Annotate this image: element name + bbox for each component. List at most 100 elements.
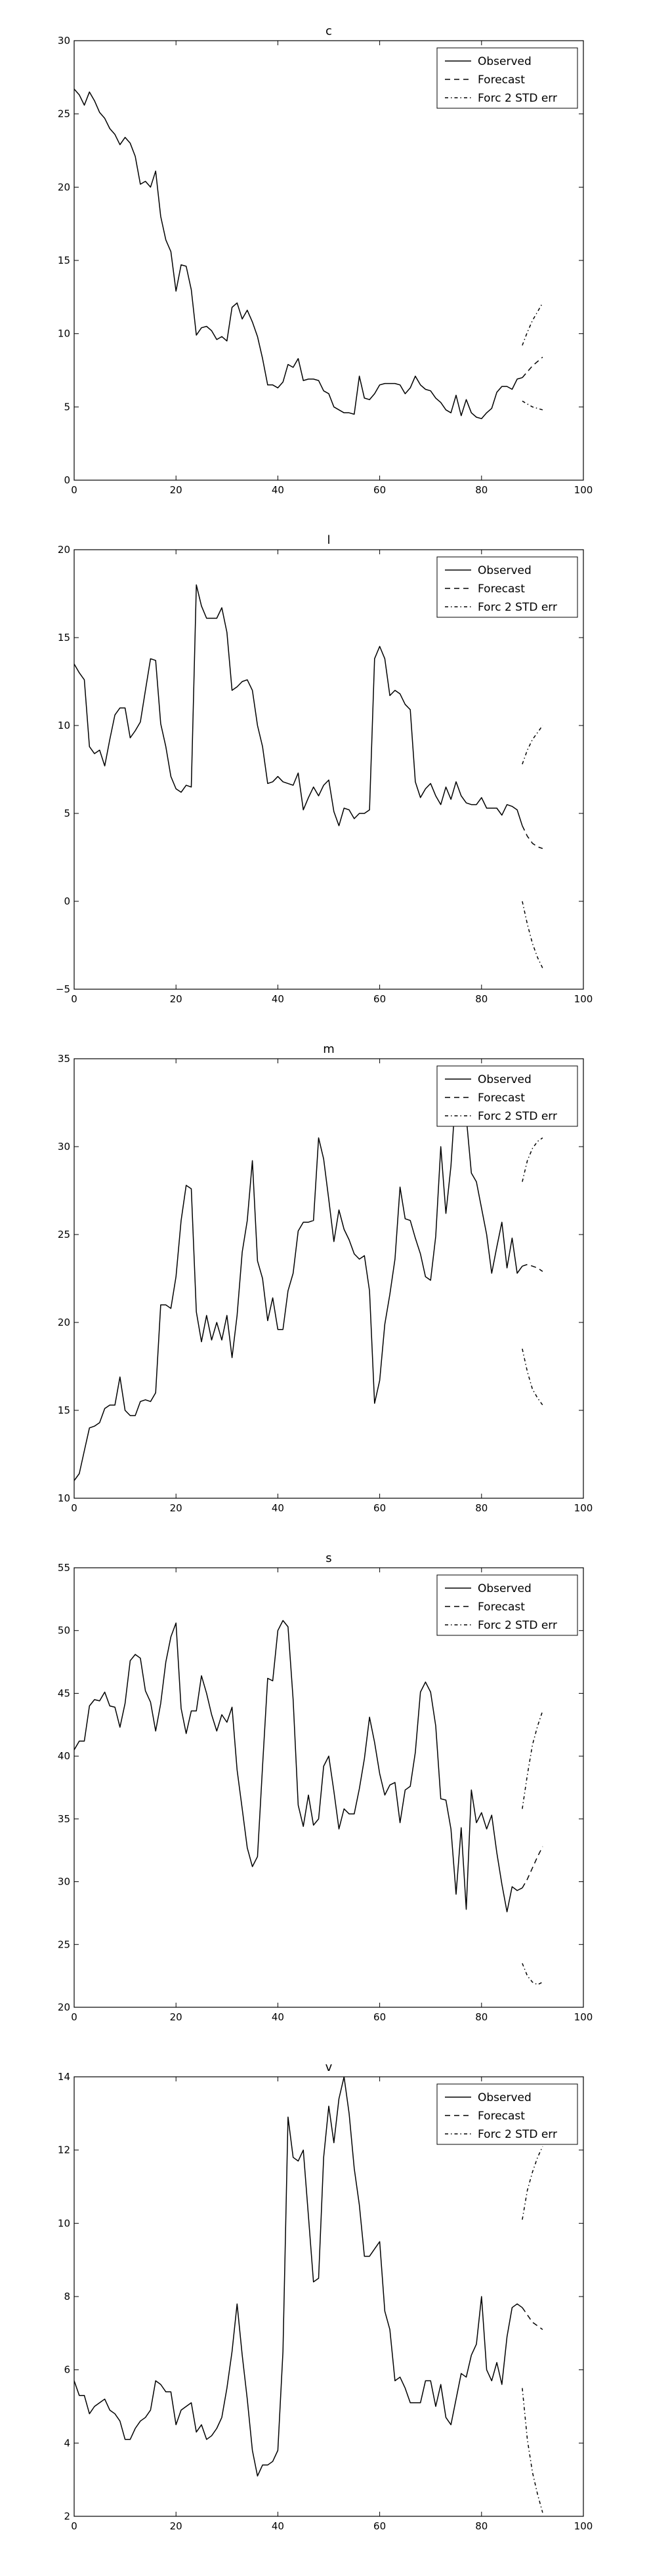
legend-label: Forecast [478,583,525,596]
x-tick-label: 20 [170,993,182,1005]
legend-label: Observed [478,2091,532,2104]
subplot-3: s0 20 40 60 80 1002025303540455055ObservedFor… [58,1551,593,2023]
y-tick-label: 12 [58,2144,70,2156]
chart-title: v [325,2060,333,2074]
x-tick-label: 20 [170,2011,182,2023]
x-tick-label: 20 [170,484,182,496]
x-tick-label: 40 [272,2011,284,2023]
series-line-forc-2-std-err [522,725,543,765]
series-line-forecast [522,2307,543,2330]
series-group [74,1086,543,1481]
series-line-observed [74,89,523,419]
legend: Observed Forecast Forc 2 STD err [436,1065,578,1127]
legend: Observed Forecast Forc 2 STD err [436,556,578,618]
series-line-forecast [522,1263,543,1272]
x-tick-label: 20 [170,1502,182,1514]
y-tick-label: 10 [58,328,70,340]
x-tick-label: 80 [475,484,488,496]
legend-label: Observed [478,564,532,577]
y-tick-label: 4 [64,2437,70,2449]
legend-label: Forecast [478,1092,525,1105]
x-tick-label: 100 [574,2011,593,2023]
y-tick-label: 30 [58,35,70,47]
series-line-forc-2-std-err [522,1963,543,1986]
legend-label: Forecast [478,73,525,87]
y-tick-label: 30 [58,1141,70,1153]
y-tick-label: 15 [58,632,70,644]
y-tick-label: 20 [58,2001,70,2013]
y-tick-label: 55 [58,1562,70,1574]
legend-label: Forc 2 STD err [478,92,557,105]
y-tick-label: 20 [58,544,70,556]
x-tick-label: 40 [272,993,284,1005]
x-tick-label: 100 [574,993,593,1005]
y-tick-label: 5 [64,401,70,413]
y-tick-label: 10 [58,2217,70,2229]
series-line-forc-2-std-err [522,302,543,346]
x-tick-label: 0 [71,484,77,496]
legend-label: Forecast [478,2110,525,2123]
chart-title: m [323,1042,335,1056]
series-line-forc-2-std-err [522,1710,543,1809]
legend-label: Forc 2 STD err [478,601,557,614]
subplot-4: v 0 20 40 60 80 100 2 4 6 8 10 12 14 Observed Forecast F… [58,2060,593,2532]
y-tick-label: 50 [58,1625,70,1637]
y-tick-label: 15 [58,255,70,266]
x-tick-label: 60 [373,2520,386,2532]
series-line-forc-2-std-err [522,2388,543,2513]
series-group [74,2077,543,2513]
legend-label: Forc 2 STD err [478,1110,557,1123]
x-tick-label: 100 [574,2520,593,2532]
x-tick-label: 80 [475,993,488,1005]
chart-title: l [327,533,330,547]
y-tick-label: 10 [58,1492,70,1504]
x-tick-label: 80 [475,2011,488,2023]
y-tick-label: 35 [58,1053,70,1065]
y-tick-label: 0 [64,895,70,907]
x-tick-label: 40 [272,1502,284,1514]
subplot-2: m 0 20 40 60 80 100 10 15 20 25 30 35 Observed Forecas… [58,1042,593,1514]
y-tick-label: 20 [58,1317,70,1328]
legend-label: Forc 2 STD err [478,2128,557,2141]
y-tick-label: 30 [58,1876,70,1888]
y-tick-label: 15 [58,1404,70,1416]
series-line-observed [74,2077,523,2477]
y-tick-label: 35 [58,1813,70,1825]
chart-title: s [325,1551,331,1565]
legend-label: Observed [478,1582,532,1595]
x-tick-label: 40 [272,484,284,496]
x-tick-label: 0 [71,2011,77,2023]
legend-label: Observed [478,55,532,68]
legend-label: Forc 2 STD err [478,1619,557,1632]
legend: Observed Forecast Forc 2 STD err [436,47,578,109]
y-tick-label: 25 [58,108,70,120]
series-line-forc-2-std-err [522,1349,543,1406]
y-tick-label: 2 [64,2510,70,2522]
y-tick-label: 20 [58,181,70,193]
legend-label: Observed [478,1073,532,1086]
x-tick-label: 20 [170,2520,182,2532]
x-tick-label: 80 [475,2520,488,2532]
series-line-forc-2-std-err [522,901,543,969]
chart-title: c [325,24,332,38]
plot-frame [73,549,584,990]
subplot-0: c 0 20 40 60 80 100 0 5 10 15 20 25 30 Observed Forecas… [58,24,593,496]
y-tick-label: 45 [58,1687,70,1699]
y-tick-label: 14 [58,2071,70,2083]
legend: Observed Forecast Forc 2 STD err [436,1574,578,1636]
series-line-forc-2-std-err [522,2146,543,2220]
series-group [74,584,543,969]
series-group [74,1620,543,1986]
series-line-observed [74,1620,523,1913]
y-tick-label: −5 [56,983,70,995]
y-tick-label: 25 [58,1229,70,1240]
legend: Observed Forecast Forc 2 STD err [436,2083,578,2145]
y-tick-label: 40 [58,1750,70,1762]
y-tick-label: 0 [64,474,70,486]
x-tick-label: 60 [373,1502,386,1514]
x-tick-label: 40 [272,2520,284,2532]
y-tick-label: 25 [58,1938,70,1950]
x-tick-label: 0 [71,993,77,1005]
series-line-forecast [522,1846,543,1889]
x-tick-label: 60 [373,2011,386,2023]
